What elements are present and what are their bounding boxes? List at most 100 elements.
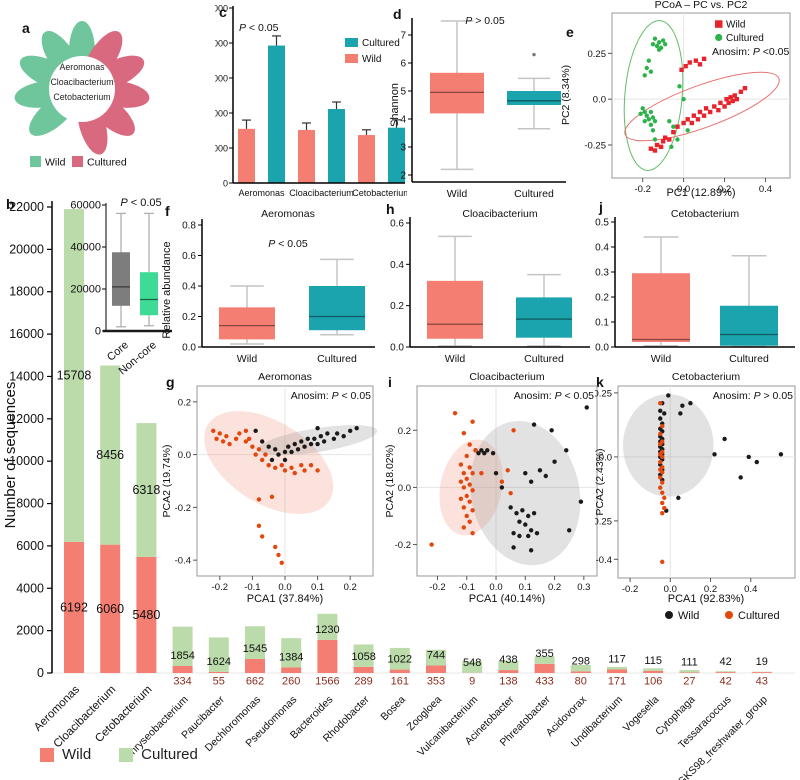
svg-text:1022: 1022 [388,654,412,666]
svg-text:0: 0 [223,179,228,189]
svg-text:161: 161 [391,676,409,688]
svg-text:1566: 1566 [315,676,339,688]
svg-text:Cetobacterium: Cetobacterium [672,371,741,383]
svg-text:115: 115 [644,655,662,667]
svg-text:-0.1: -0.1 [244,582,260,593]
svg-text:117: 117 [608,653,626,665]
svg-text:Wild: Wild [445,353,466,365]
svg-text:6000: 6000 [16,539,44,553]
svg-text:0.5: 0.5 [595,218,609,229]
svg-text:744: 744 [427,650,445,662]
svg-text:Wild: Wild [447,188,468,200]
svg-text:55: 55 [213,676,225,688]
svg-text:0.6: 0.6 [182,251,196,262]
svg-text:16000: 16000 [215,39,228,49]
wild-color-swatch [40,747,54,762]
svg-text:-0.4: -0.4 [596,555,612,566]
svg-text:6060: 6060 [96,602,124,616]
svg-text:Cultured: Cultured [726,33,764,44]
svg-text:0.4: 0.4 [744,584,757,595]
cetobacterium-abundance-boxplot: 0.0 0.1 0.2 0.3 0.4 0.5 Wild Cultured Cetobacter… [595,208,795,365]
svg-text:0.4: 0.4 [390,260,404,271]
svg-text:Cetobacterium: Cetobacterium [671,208,740,220]
panel-label-k: k [596,374,604,390]
svg-text:43: 43 [756,676,768,688]
svg-text:4: 4 [400,115,406,126]
pcoa-scatter-plot: -0.2 0.0 0.2 0.4 -0.25 0.0 0.25 PCoA – PC vs. P… [560,0,791,199]
panel-label-j: j [599,199,603,215]
shannon-boxplot: 2 3 4 5 6 7 Wild Cultured P > 0.05 Shannon [390,15,566,200]
panel-label-h: h [386,201,395,217]
svg-text:P < 0.05: P < 0.05 [268,238,308,250]
svg-text:19: 19 [756,656,768,668]
svg-text:0.4: 0.4 [595,243,609,254]
svg-text:Anosim: P < 0.05: Anosim: P < 0.05 [514,390,594,402]
svg-text:80: 80 [575,676,587,688]
cetobacterium-pca-scatter: -0.2 0.0 0.2 0.4 -0.4 -0.25 0.0 0.25 Cetobacteri… [595,371,796,622]
svg-text:Cetobacterium: Cetobacterium [53,92,110,102]
svg-text:0.2: 0.2 [595,293,609,304]
svg-text:P < 0.05: P < 0.05 [239,22,279,34]
svg-text:0.2: 0.2 [344,582,357,593]
svg-text:PCA1 (92.83%): PCA1 (92.83%) [668,593,744,605]
svg-text:Wild: Wild [678,610,699,622]
svg-text:8000: 8000 [215,109,228,119]
svg-text:Number of sequences: Number of sequences [2,382,19,529]
cloacibacterium-abundance-boxplot: 0.0 0.2 0.4 0.6 Wild Cultured Cloacibacterium [390,208,590,365]
svg-text:8000: 8000 [16,497,44,511]
svg-text:Anosim: P < 0.05: Anosim: P < 0.05 [291,390,371,402]
svg-text:4000: 4000 [16,581,44,595]
svg-text:40000: 40000 [70,242,101,254]
svg-text:Wild: Wild [237,353,258,365]
svg-text:Aeromonas: Aeromonas [261,208,315,220]
svg-text:22000: 22000 [9,200,44,214]
svg-text:2000: 2000 [16,624,44,638]
svg-text:12000: 12000 [215,74,228,84]
svg-text:6: 6 [400,59,406,70]
svg-text:Cultured: Cultured [524,353,564,365]
svg-text:PCA2 (19.74%): PCA2 (19.74%) [161,445,173,518]
svg-text:-0.1: -0.1 [459,582,475,593]
svg-text:0.2: 0.2 [398,426,411,437]
panel-label-g: g [166,374,175,390]
svg-text:PCA2 (2.43%): PCA2 (2.43%) [595,448,606,515]
svg-text:260: 260 [282,676,300,688]
svg-text:Cultured: Cultured [738,610,780,622]
svg-text:1545: 1545 [243,643,267,655]
svg-text:289: 289 [354,676,372,688]
svg-text:Cloacibacterium: Cloacibacterium [469,371,545,383]
svg-text:111: 111 [681,656,698,668]
svg-text:0.0: 0.0 [278,582,291,593]
svg-text:0.4: 0.4 [182,282,196,293]
aeromonas-abundance-boxplot: 0.0 0.2 0.4 0.6 0.8 Wild Cultured Aeromonas P < … [161,208,375,365]
svg-text:Cloacibacterium: Cloacibacterium [52,684,119,751]
svg-text:20000: 20000 [9,242,44,256]
svg-text:3: 3 [400,143,406,154]
panel-label-b: b [6,196,15,212]
svg-text:PC1 (12.89%): PC1 (12.89%) [666,187,735,199]
panel-label-d: d [393,6,402,22]
svg-text:-0.2: -0.2 [622,584,638,595]
svg-text:0.0: 0.0 [398,483,411,494]
svg-text:20000: 20000 [215,4,228,14]
svg-text:0.2: 0.2 [390,301,404,312]
svg-text:662: 662 [246,676,264,688]
svg-text:Bosea: Bosea [378,694,408,724]
stacked-bar-chart: 15708 6192 Aeromonas 8456 6060 Cloacibacteriu… [2,197,795,780]
svg-text:0.25: 0.25 [588,49,607,60]
svg-text:14000: 14000 [9,369,44,383]
svg-text:P < 0.05: P < 0.05 [120,197,161,209]
venn-flower-diagram: Aeromonas Cloacibacterium Cetobacterium Wil… [14,21,150,169]
svg-text:0.3: 0.3 [595,268,609,279]
svg-text:Cloacibacterium: Cloacibacterium [50,77,113,87]
svg-text:42: 42 [719,656,731,668]
svg-text:0.1: 0.1 [311,582,324,593]
svg-text:8456: 8456 [96,448,124,462]
svg-text:Cloacibacterium: Cloacibacterium [289,188,354,198]
svg-text:353: 353 [427,676,445,688]
svg-text:2: 2 [400,171,406,182]
panel-label-i: i [388,374,392,390]
svg-text:0.2: 0.2 [548,582,561,593]
svg-text:6192: 6192 [60,600,88,614]
svg-text:0.0: 0.0 [677,184,690,195]
